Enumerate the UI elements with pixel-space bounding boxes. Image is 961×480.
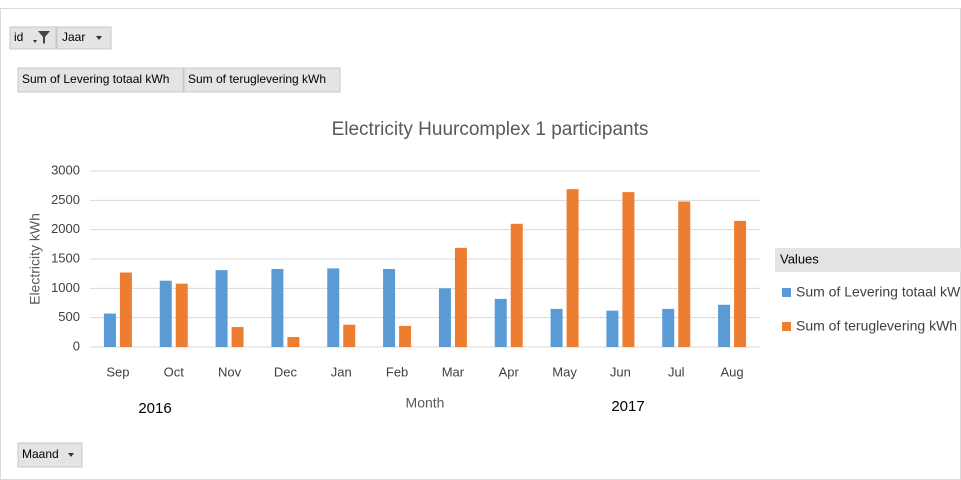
bar	[287, 337, 300, 347]
value-button[interactable]	[17, 67, 184, 93]
x-tick-label: Aug	[721, 364, 744, 379]
legend-header	[775, 248, 961, 272]
x-tick-label: Jul	[668, 364, 685, 379]
bar	[215, 270, 228, 347]
bar	[718, 304, 731, 347]
x-tick-label: Apr	[499, 364, 520, 379]
chart-title: Electricity Huurcomplex 1 participants	[332, 119, 649, 140]
x-axis-label: Month	[406, 395, 445, 411]
y-tick-label: 2500	[51, 192, 80, 207]
bar	[343, 324, 356, 347]
filter-button[interactable]	[56, 26, 112, 50]
dropdown-arrow	[68, 453, 74, 457]
axis-label: Maand	[22, 447, 59, 461]
y-tick-label: 1000	[51, 280, 80, 295]
year-label: 2016	[138, 400, 171, 417]
bar	[175, 283, 188, 347]
y-tick-label: 3000	[51, 162, 80, 177]
x-tick-label: May	[552, 364, 577, 379]
bar	[327, 268, 340, 347]
legend-swatch	[782, 322, 791, 331]
value-label: Sum of Levering totaal kWh	[22, 72, 169, 86]
y-tick-label: 2000	[51, 221, 80, 236]
legend-swatch	[782, 288, 791, 297]
bar	[231, 327, 244, 347]
x-tick-label: Dec	[274, 364, 298, 379]
bar	[159, 280, 172, 347]
bar	[550, 308, 563, 347]
bar	[662, 308, 675, 347]
dropdown-arrow	[96, 36, 102, 40]
y-axis-label: Electricity kWh	[27, 213, 43, 305]
bar	[271, 268, 284, 347]
bar	[383, 268, 396, 347]
bar	[103, 313, 116, 347]
x-tick-label: Jun	[610, 364, 631, 379]
legend-label: Sum of Levering totaal kWh	[796, 284, 961, 300]
x-tick-label: Feb	[386, 364, 408, 379]
dropdown-arrow	[33, 40, 37, 43]
value-label: Sum of teruglevering kWh	[188, 72, 326, 86]
bar	[494, 298, 507, 347]
bar	[566, 189, 579, 347]
legend-title: Values	[780, 251, 819, 266]
legend-label: Sum of teruglevering kWh	[796, 318, 957, 334]
bar	[678, 201, 691, 347]
y-tick-label: 1500	[51, 250, 80, 265]
bar	[454, 247, 467, 347]
filter-icon	[38, 31, 50, 44]
x-tick-label: Nov	[218, 364, 242, 379]
filter-label: id	[14, 30, 23, 44]
bar	[119, 272, 132, 347]
bar	[606, 310, 619, 347]
filter-label: Jaar	[62, 30, 85, 44]
bar	[438, 288, 451, 347]
x-tick-label: Sep	[106, 364, 129, 379]
value-button[interactable]	[183, 67, 341, 93]
year-label: 2017	[611, 398, 644, 415]
y-tick-label: 500	[58, 309, 80, 324]
bar	[734, 220, 747, 347]
bar	[510, 223, 523, 347]
x-tick-label: Oct	[164, 364, 185, 379]
x-tick-label: Jan	[331, 364, 352, 379]
y-tick-label: 0	[73, 338, 80, 353]
x-tick-label: Mar	[442, 364, 465, 379]
bar	[622, 192, 635, 347]
bar	[399, 325, 412, 347]
